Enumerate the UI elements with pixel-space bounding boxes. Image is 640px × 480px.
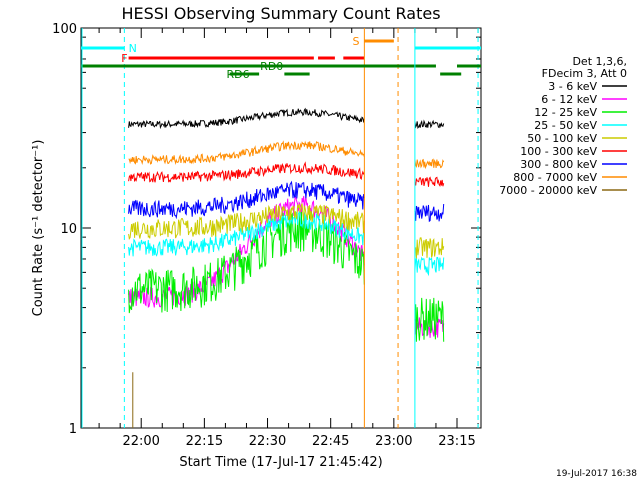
legend-entry-label: 100 - 300 keV (520, 145, 597, 158)
y-tick-label: 1 (69, 422, 77, 437)
series-line-5 (128, 161, 365, 183)
series-line-6 (414, 203, 445, 223)
series-line-6 (128, 180, 365, 220)
y-tick-label: 100 (52, 22, 77, 37)
flag-label-s: S (352, 35, 359, 48)
x-axis-label: Start Time (17-Jul-17 21:45:42) (179, 455, 382, 470)
legend-entry-label: 800 - 7000 keV (513, 171, 597, 184)
series-line-2 (414, 297, 445, 342)
plot-frame (80, 27, 482, 429)
flag-label-rd0: RD0 (260, 60, 283, 73)
x-tick-label: 22:30 (249, 434, 286, 449)
x-tick-label: 23:15 (438, 434, 475, 449)
x-tick-label: 22:45 (312, 434, 349, 449)
legend-header-line2: FDecim 3, Att 0 (542, 67, 627, 80)
series-line-7 (128, 140, 365, 166)
series-line-0 (414, 119, 445, 129)
x-tick-label: 22:15 (186, 434, 223, 449)
flag-label-n: N (129, 42, 137, 55)
legend-entry-label: 6 - 12 keV (541, 93, 597, 106)
legend-entry-label: 3 - 6 keV (548, 80, 597, 93)
y-axis-label: Count Rate (s⁻¹ detector⁻¹) (31, 140, 46, 317)
x-tick-label: 23:00 (375, 434, 412, 449)
series-line-3 (414, 256, 445, 277)
legend-entry-label: 25 - 50 keV (534, 119, 597, 132)
legend-header-line1: Det 1,3,6, (572, 55, 627, 68)
legend-entry-label: 7000 - 20000 keV (499, 184, 597, 197)
legend-entry-label: 50 - 100 keV (527, 132, 597, 145)
legend-entry-label: 300 - 800 keV (520, 158, 597, 171)
series-line-4 (414, 237, 445, 259)
series-line-4 (128, 203, 365, 240)
footer-timestamp: 19-Jul-2017 16:38 (556, 469, 637, 479)
y-tick-label: 10 (60, 222, 77, 237)
flag-label-rd6: RD6 (226, 68, 249, 81)
flag-label-f: F (121, 52, 127, 65)
series-line-7 (414, 158, 445, 170)
series-line-5 (414, 176, 445, 188)
x-tick-label: 22:00 (122, 434, 159, 449)
chart-title: HESSI Observing Summary Count Rates (121, 4, 440, 23)
series-line-0 (128, 107, 365, 130)
legend-entry-label: 12 - 25 keV (534, 106, 597, 119)
